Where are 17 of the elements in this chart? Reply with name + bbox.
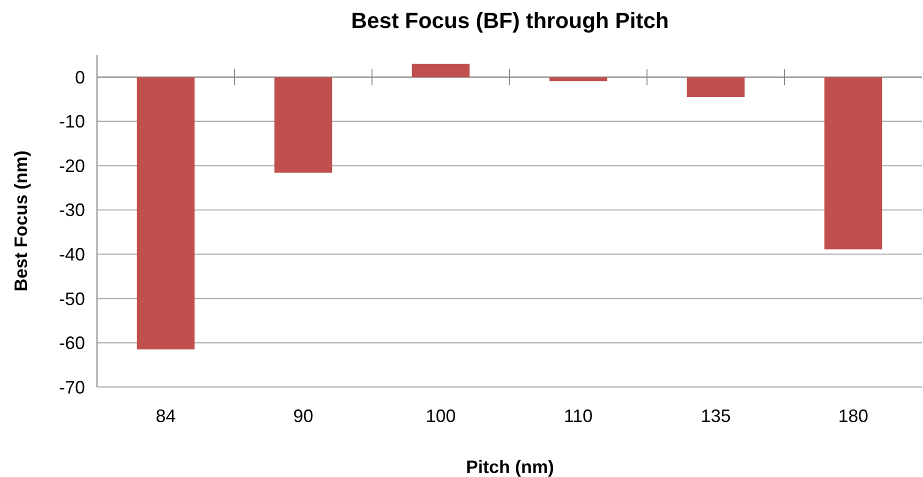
y-tick-label: -40 [58, 244, 85, 264]
chart-title: Best Focus (BF) through Pitch [351, 8, 669, 33]
x-tick-label: 135 [700, 406, 731, 426]
x-tick-label: 110 [564, 406, 593, 426]
x-tick-label: 180 [838, 406, 868, 426]
y-tick-label: 0 [74, 67, 85, 88]
y-tick-label: -30 [58, 200, 85, 220]
x-axis-title: Pitch (nm) [466, 457, 554, 477]
y-axis-title: Best Focus (nm) [11, 150, 31, 292]
y-tick-label: -50 [58, 288, 85, 309]
x-tick-label: 90 [293, 406, 314, 426]
y-tick-label: -70 [58, 377, 85, 398]
y-tick-label: -10 [58, 112, 85, 132]
x-tick-label: 100 [426, 406, 456, 426]
x-tick-label: 84 [156, 406, 176, 426]
y-tick-label: -60 [58, 333, 85, 354]
y-tick-label: -20 [58, 156, 85, 176]
